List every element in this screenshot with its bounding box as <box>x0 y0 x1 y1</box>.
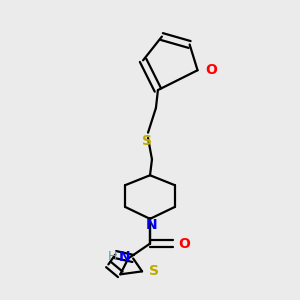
Text: S: S <box>148 264 159 278</box>
Text: N: N <box>146 218 157 233</box>
Text: S: S <box>142 134 152 148</box>
Text: O: O <box>178 237 190 250</box>
Text: H: H <box>107 250 117 263</box>
Text: O: O <box>205 63 217 77</box>
Text: N: N <box>119 250 130 264</box>
